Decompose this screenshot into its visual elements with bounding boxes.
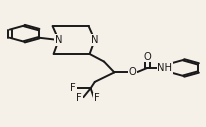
Text: NH: NH bbox=[157, 63, 172, 73]
Text: O: O bbox=[143, 52, 151, 61]
Text: F: F bbox=[94, 93, 100, 103]
Text: F: F bbox=[76, 93, 82, 103]
Text: F: F bbox=[70, 83, 76, 93]
Text: O: O bbox=[129, 67, 137, 77]
Text: N: N bbox=[91, 35, 98, 45]
Text: N: N bbox=[55, 35, 62, 45]
